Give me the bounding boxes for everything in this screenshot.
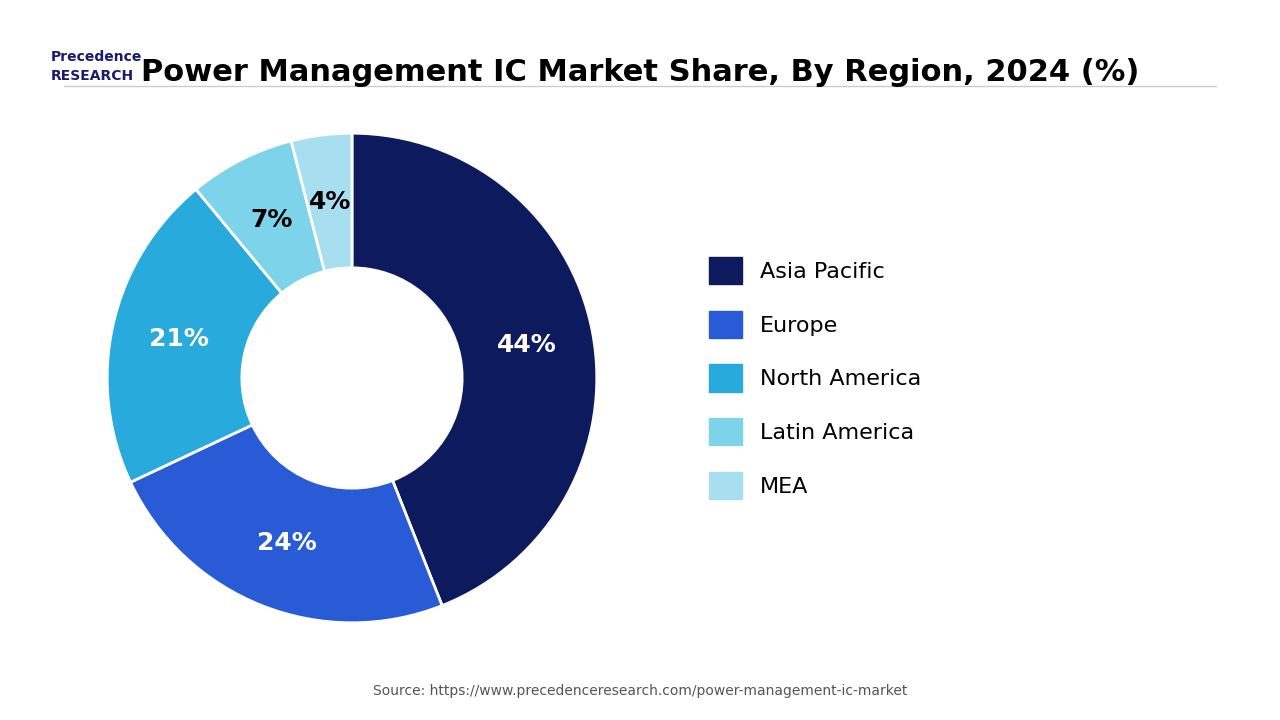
Text: 24%: 24% bbox=[257, 531, 316, 555]
Text: 44%: 44% bbox=[497, 333, 557, 356]
Wedge shape bbox=[131, 425, 442, 623]
Text: Source: https://www.precedenceresearch.com/power-management-ic-market: Source: https://www.precedenceresearch.c… bbox=[372, 685, 908, 698]
Wedge shape bbox=[196, 141, 325, 293]
Wedge shape bbox=[108, 189, 282, 482]
Wedge shape bbox=[291, 133, 352, 271]
Text: 4%: 4% bbox=[308, 190, 351, 214]
Text: Precedence
RESEARCH: Precedence RESEARCH bbox=[51, 50, 142, 83]
Text: 7%: 7% bbox=[250, 208, 293, 232]
Wedge shape bbox=[352, 133, 596, 606]
Legend: Asia Pacific, Europe, North America, Latin America, MEA: Asia Pacific, Europe, North America, Lat… bbox=[700, 248, 929, 508]
Text: Power Management IC Market Share, By Region, 2024 (%): Power Management IC Market Share, By Reg… bbox=[141, 58, 1139, 86]
Text: 21%: 21% bbox=[148, 328, 209, 351]
